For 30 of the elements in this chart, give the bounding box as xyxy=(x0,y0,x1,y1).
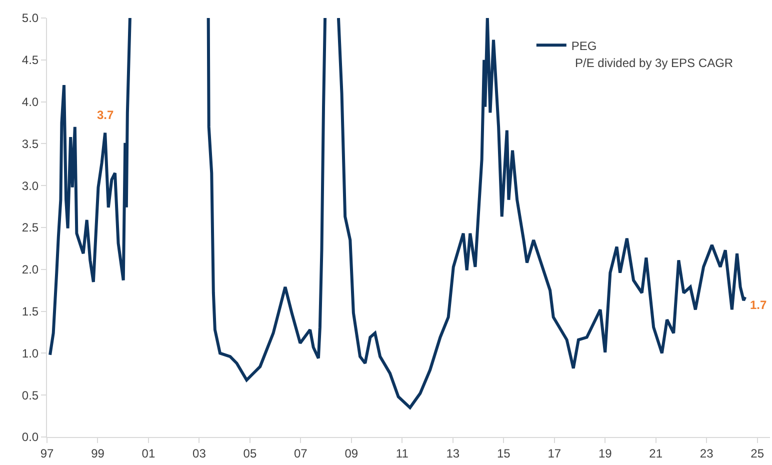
x-tick-label: 05 xyxy=(243,446,257,460)
x-tick-label: 21 xyxy=(649,446,663,460)
x-tick-label: 13 xyxy=(446,446,460,460)
annotation: P/E divided by 3y EPS CAGR xyxy=(575,56,734,70)
annotation: 1.7 xyxy=(750,298,768,312)
x-tick-label: 11 xyxy=(396,446,409,460)
x-tick-label: 19 xyxy=(598,446,612,460)
legend-label: PEG xyxy=(571,38,597,53)
x-tick-label: 03 xyxy=(192,446,206,460)
x-tick-label: 15 xyxy=(496,446,511,460)
y-tick-label: 2.5 xyxy=(22,220,39,235)
y-tick-label: 1.5 xyxy=(22,304,39,318)
x-tick-label: 25 xyxy=(750,446,764,460)
x-tick-label: 97 xyxy=(40,446,54,460)
y-tick-label: 0.5 xyxy=(22,388,39,402)
x-tick-label: 23 xyxy=(700,446,714,460)
x-tick-label: 99 xyxy=(91,446,105,460)
y-tick-label: 2.0 xyxy=(22,262,39,277)
x-tick-label: 01 xyxy=(142,446,156,460)
y-tick-label: 1.0 xyxy=(22,346,39,360)
x-tick-label: 07 xyxy=(294,446,308,460)
annotation: 3.7 xyxy=(97,108,114,122)
x-tick-label: 17 xyxy=(548,446,562,460)
y-tick-label: 3.0 xyxy=(22,178,39,193)
y-tick-label: 5.0 xyxy=(22,11,39,26)
y-tick-label: 0.0 xyxy=(22,430,39,444)
y-tick-label: 3.5 xyxy=(22,136,39,151)
y-tick-label: 4.5 xyxy=(22,53,39,68)
x-tick-label: 09 xyxy=(344,446,358,460)
y-tick-label: 4.0 xyxy=(22,95,39,109)
